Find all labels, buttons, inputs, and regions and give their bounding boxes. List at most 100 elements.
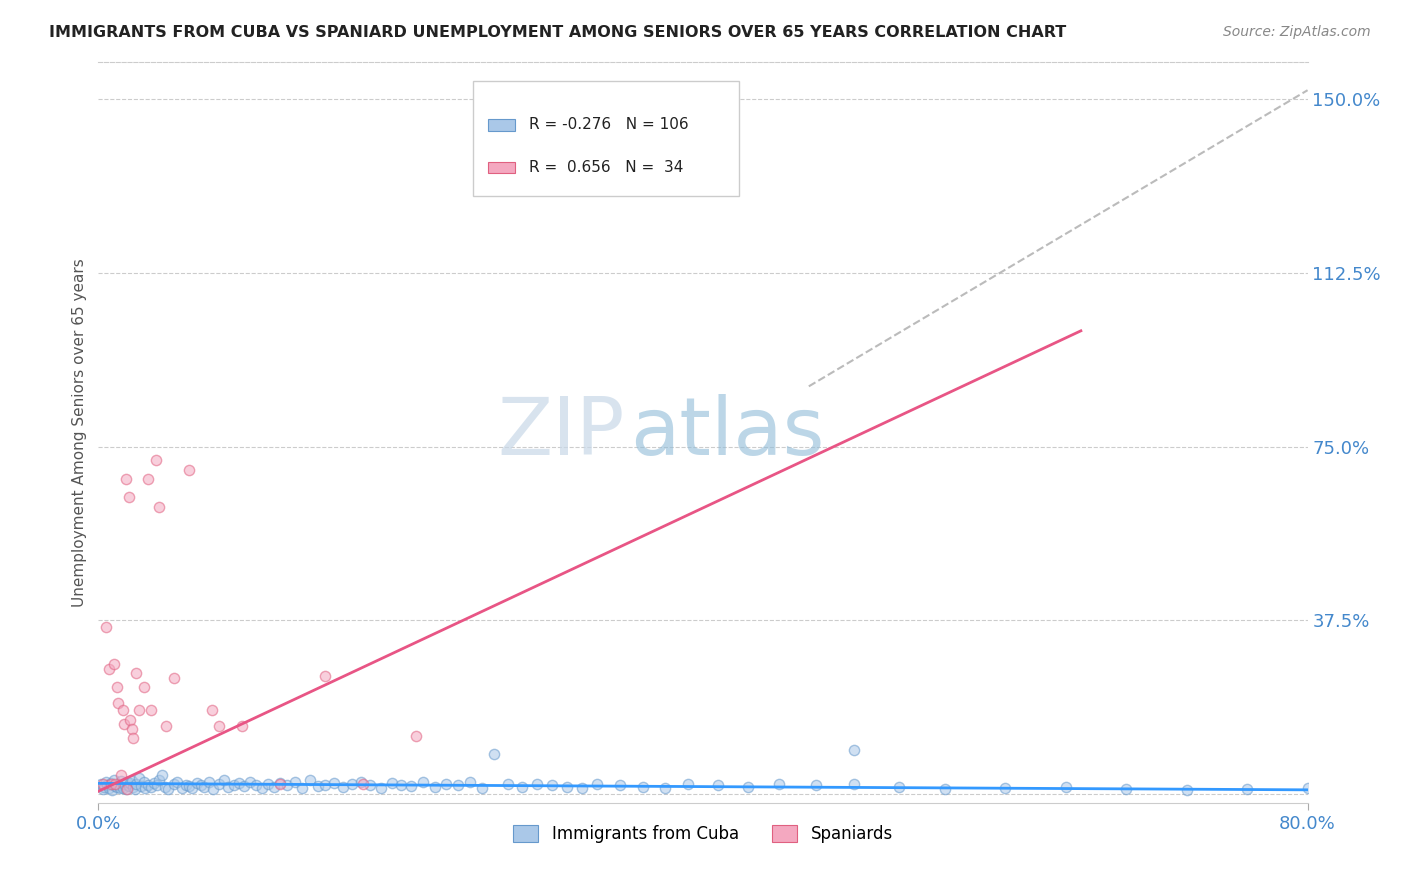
Point (129, 779, 152, 793)
Point (389, 778, 412, 792)
Point (136, 472, 159, 486)
Point (107, 778, 129, 792)
Point (112, 717, 135, 731)
Point (148, 772, 170, 787)
Point (122, 780, 145, 794)
Point (156, 781, 179, 796)
Y-axis label: Unemployment Among Seniors over 65 years: Unemployment Among Seniors over 65 years (72, 259, 87, 607)
Point (314, 668, 336, 682)
Point (631, 780, 654, 794)
Point (118, 491, 141, 505)
Point (401, 779, 423, 793)
Point (586, 777, 609, 791)
Point (197, 775, 219, 789)
Point (768, 777, 790, 791)
Point (181, 780, 204, 795)
Point (110, 774, 132, 789)
Point (103, 772, 125, 787)
Point (571, 780, 593, 795)
Point (352, 777, 374, 791)
Point (458, 775, 481, 789)
Point (245, 778, 267, 792)
Point (111, 780, 134, 795)
Point (1115, 781, 1137, 796)
Point (269, 776, 291, 790)
Point (676, 777, 699, 791)
Point (136, 778, 159, 792)
Point (256, 777, 278, 791)
Point (360, 778, 382, 792)
Point (232, 779, 254, 793)
FancyBboxPatch shape (474, 81, 740, 195)
Point (120, 713, 142, 727)
Point (471, 780, 494, 795)
Text: Source: ZipAtlas.com: Source: ZipAtlas.com (1223, 25, 1371, 39)
FancyBboxPatch shape (488, 161, 515, 173)
Point (120, 776, 142, 790)
Point (143, 776, 166, 790)
Point (276, 778, 298, 792)
Point (228, 776, 250, 790)
Text: R =  0.656   N =  34: R = 0.656 N = 34 (530, 160, 683, 175)
Point (91, 777, 114, 791)
Point (115, 775, 138, 789)
Point (163, 671, 186, 685)
Point (145, 453, 167, 467)
Point (202, 781, 225, 796)
Point (163, 777, 186, 791)
Point (170, 780, 193, 795)
Point (934, 781, 956, 796)
Point (496, 777, 519, 791)
Point (105, 680, 128, 694)
Text: ZIP: ZIP (498, 393, 624, 472)
Point (412, 775, 434, 789)
Point (654, 780, 676, 795)
Point (90, 777, 112, 791)
Point (1054, 780, 1077, 794)
Point (269, 777, 291, 791)
Text: IMMIGRANTS FROM CUBA VS SPANIARD UNEMPLOYMENT AMONG SENIORS OVER 65 YEARS CORREL: IMMIGRANTS FROM CUBA VS SPANIARD UNEMPLO… (49, 25, 1067, 40)
Point (510, 780, 533, 794)
Text: R = -0.276   N = 106: R = -0.276 N = 106 (530, 117, 689, 132)
Point (190, 778, 212, 792)
Point (291, 780, 314, 795)
Point (263, 780, 285, 794)
Point (96, 778, 118, 792)
Point (91, 781, 114, 796)
Point (447, 778, 470, 792)
Point (150, 768, 173, 782)
Point (284, 775, 307, 789)
Point (148, 500, 170, 514)
Point (224, 778, 246, 792)
Point (153, 780, 176, 794)
Text: atlas: atlas (630, 393, 825, 472)
Point (125, 777, 148, 791)
Legend: Immigrants from Cuba, Spaniards: Immigrants from Cuba, Spaniards (506, 819, 900, 850)
Point (108, 781, 131, 796)
Point (323, 776, 346, 790)
Point (114, 782, 136, 797)
FancyBboxPatch shape (488, 119, 515, 130)
Point (107, 696, 129, 710)
Point (299, 772, 322, 787)
Point (307, 779, 329, 793)
Point (231, 719, 253, 733)
Point (112, 777, 135, 791)
Point (101, 782, 124, 797)
Point (208, 777, 231, 791)
Point (93, 780, 115, 794)
Point (239, 775, 262, 789)
Point (118, 779, 141, 793)
Point (94, 620, 117, 634)
Point (132, 680, 155, 694)
Point (332, 780, 354, 794)
Point (425, 780, 447, 794)
Point (314, 778, 336, 792)
Point (350, 775, 373, 789)
Point (166, 775, 188, 789)
Point (217, 780, 239, 794)
Point (100, 777, 122, 791)
Point (212, 772, 235, 787)
Point (111, 703, 134, 717)
Point (555, 780, 578, 794)
